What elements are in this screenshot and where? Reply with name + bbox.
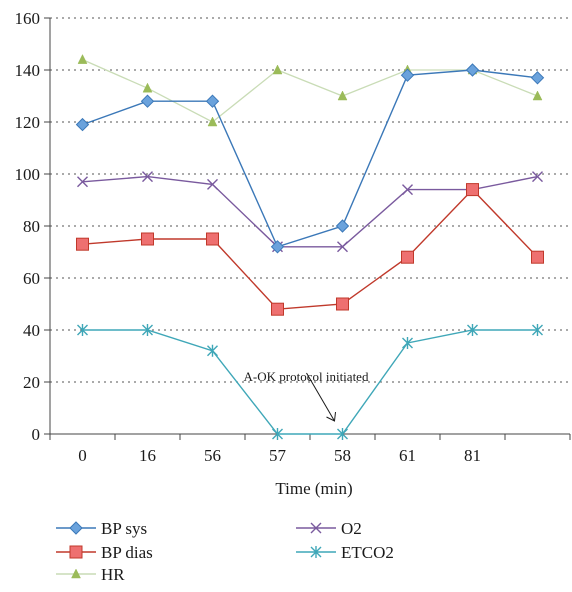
y-tick-label: 60 bbox=[23, 269, 40, 288]
x-axis-title: Time (min) bbox=[275, 479, 352, 498]
data-point bbox=[465, 63, 480, 77]
series-etco2 bbox=[77, 324, 543, 440]
data-point bbox=[272, 428, 283, 440]
data-point bbox=[335, 219, 350, 233]
data-point bbox=[142, 324, 153, 336]
annotation-text: A-OK protocol initiated bbox=[244, 369, 369, 384]
data-point bbox=[206, 232, 219, 246]
annotation-arrowhead bbox=[326, 411, 336, 422]
series-bp-dias bbox=[76, 183, 544, 316]
legend-label: ETCO2 bbox=[341, 543, 394, 562]
data-point bbox=[272, 64, 283, 75]
data-point bbox=[402, 337, 413, 349]
data-point bbox=[207, 178, 218, 190]
series-line bbox=[82, 175, 538, 248]
series-bp-sys bbox=[75, 63, 545, 254]
series-line bbox=[82, 188, 539, 310]
data-point bbox=[466, 183, 479, 197]
legend-label: BP sys bbox=[101, 519, 147, 538]
data-point bbox=[140, 94, 155, 108]
data-point bbox=[77, 176, 88, 188]
legend-marker bbox=[69, 521, 83, 535]
data-point bbox=[141, 232, 154, 246]
data-point bbox=[337, 428, 348, 440]
y-ticks: 0 20 40 60 80 100 120 140 160 bbox=[15, 9, 50, 444]
annotation-layer: A-OK protocol initiated bbox=[244, 369, 369, 422]
legend-label: O2 bbox=[341, 519, 362, 538]
data-point bbox=[142, 82, 153, 93]
legend-marker bbox=[71, 568, 81, 579]
data-point bbox=[142, 171, 153, 183]
x-tick-label: 56 bbox=[204, 446, 221, 465]
data-point bbox=[77, 54, 88, 64]
y-tick-label: 120 bbox=[15, 113, 41, 132]
data-point bbox=[532, 324, 543, 336]
data-point bbox=[532, 171, 543, 183]
series-line bbox=[82, 329, 538, 435]
data-point bbox=[205, 94, 220, 108]
legend-label: HR bbox=[101, 565, 125, 584]
annotation-arrow-line bbox=[306, 372, 335, 422]
data-point bbox=[337, 90, 348, 101]
x-tick-label: 81 bbox=[464, 446, 481, 465]
data-point bbox=[271, 302, 284, 316]
legend: BP sys BP dias HR O2 ETCO2 bbox=[56, 519, 394, 584]
y-tick-label: 100 bbox=[15, 165, 41, 184]
legend-marker bbox=[310, 522, 322, 534]
legend-marker bbox=[310, 546, 322, 558]
y-tick-label: 80 bbox=[23, 217, 40, 236]
data-point bbox=[337, 241, 348, 253]
x-tick-label: 57 bbox=[269, 446, 287, 465]
data-point bbox=[207, 344, 218, 357]
y-tick-label: 140 bbox=[15, 61, 41, 80]
x-tick-label: 58 bbox=[334, 446, 351, 465]
data-point bbox=[531, 250, 544, 264]
data-point bbox=[336, 297, 349, 311]
data-point bbox=[402, 184, 413, 196]
legend-item: BP dias bbox=[56, 543, 153, 562]
x-tick-label: 61 bbox=[399, 446, 416, 465]
data-point bbox=[530, 71, 545, 85]
data-point bbox=[400, 68, 415, 82]
legend-label: BP dias bbox=[101, 543, 153, 562]
legend-item: BP sys bbox=[56, 519, 147, 538]
x-ticks: 0 16 56 57 58 61 81 bbox=[49, 434, 571, 465]
data-point bbox=[270, 240, 285, 254]
x-tick-label: 16 bbox=[139, 446, 156, 465]
legend-item: HR bbox=[56, 565, 125, 584]
legend-marker bbox=[69, 545, 83, 559]
data-point bbox=[75, 117, 90, 132]
data-point bbox=[77, 324, 88, 336]
y-tick-label: 160 bbox=[15, 9, 41, 28]
series-line bbox=[82, 69, 538, 248]
data-point bbox=[207, 116, 218, 127]
data-point bbox=[76, 237, 89, 251]
y-tick-label: 40 bbox=[23, 321, 40, 340]
data-point bbox=[532, 90, 543, 101]
data-point bbox=[401, 250, 414, 264]
series-line bbox=[82, 59, 538, 123]
legend-item: ETCO2 bbox=[296, 543, 394, 562]
legend-item: O2 bbox=[296, 519, 362, 538]
x-tick-label: 0 bbox=[78, 446, 87, 465]
y-tick-label: 0 bbox=[32, 425, 41, 444]
series-group bbox=[75, 54, 545, 440]
data-point bbox=[467, 324, 478, 336]
y-tick-label: 20 bbox=[23, 373, 40, 392]
